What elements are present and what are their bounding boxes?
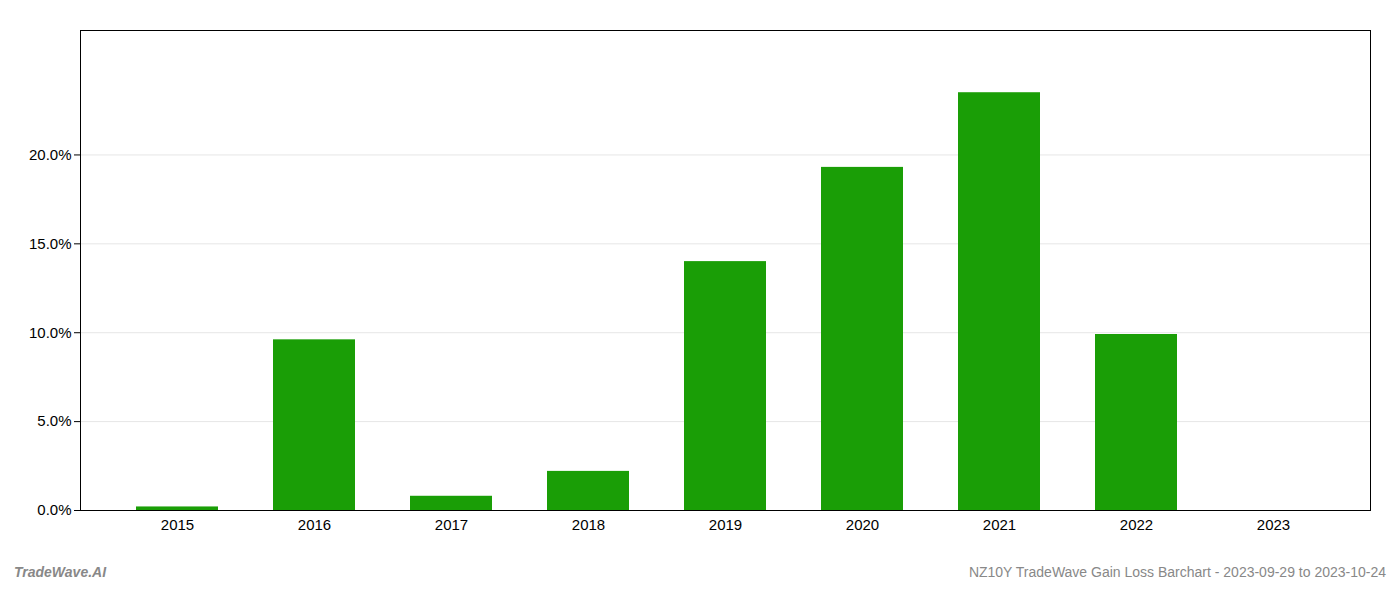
svg-text:10.0%: 10.0% [29, 324, 72, 341]
svg-text:2022: 2022 [1120, 516, 1153, 533]
svg-text:2015: 2015 [161, 516, 194, 533]
svg-text:2018: 2018 [572, 516, 605, 533]
html-text:TradeWave.AI: TradeWave.AI [14, 564, 107, 580]
svg-text:0.0%: 0.0% [37, 501, 71, 518]
svg-text:2020: 2020 [846, 516, 879, 533]
svg-text:2017: 2017 [435, 516, 468, 533]
svg-text:2023: 2023 [1257, 516, 1290, 533]
svg-text:15.0%: 15.0% [29, 235, 72, 252]
svg-text:5.0%: 5.0% [37, 412, 71, 429]
svg-text:2021: 2021 [983, 516, 1016, 533]
svg-text:2016: 2016 [298, 516, 331, 533]
svg-text:2019: 2019 [709, 516, 742, 533]
svg-text:20.0%: 20.0% [29, 146, 72, 163]
html-text:NZ10Y TradeWave Gain Loss Barc: NZ10Y TradeWave Gain Loss Barchart - 202… [968, 564, 1386, 580]
